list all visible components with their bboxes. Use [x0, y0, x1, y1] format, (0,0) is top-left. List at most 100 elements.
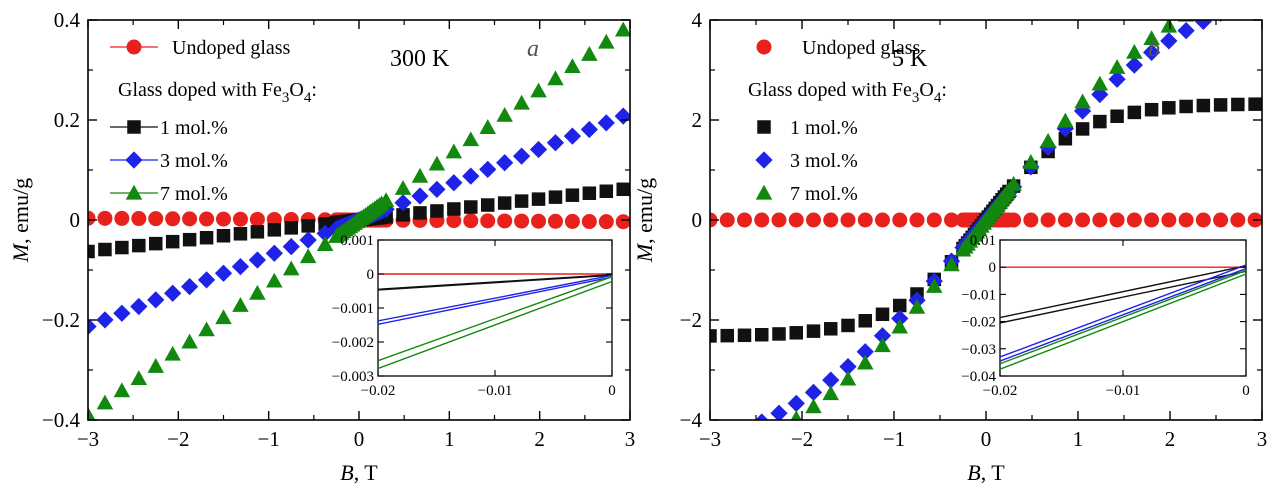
data-point — [165, 234, 180, 249]
data-point — [249, 284, 266, 300]
data-point — [719, 428, 736, 445]
x-tick-label: 2 — [534, 427, 545, 451]
data-point — [445, 174, 463, 192]
data-point — [1110, 109, 1124, 123]
data-point — [233, 227, 248, 241]
legend-header-text: O — [919, 79, 933, 101]
legend-doped-header: Glass doped with Fe3O4: — [118, 79, 317, 106]
data-point — [215, 309, 232, 325]
data-point — [1039, 132, 1057, 148]
data-point — [770, 404, 788, 420]
inset-y-tick-label: −0.003 — [332, 369, 374, 385]
x-tick-label: 1 — [1073, 427, 1084, 451]
y-tick-label: 0 — [692, 208, 703, 232]
chart-panel-b: −3 −2 −1 0 1 2 3 −4 −2 0 2 4 B, T M, emu/g 5 K b Undoped… — [632, 0, 1267, 485]
data-point — [874, 337, 891, 353]
data-point — [147, 358, 164, 373]
data-point — [581, 46, 598, 61]
data-point — [736, 421, 753, 438]
inset-y-tick-label: −0.02 — [961, 315, 996, 331]
data-point — [1144, 102, 1159, 117]
data-point — [411, 167, 429, 183]
inset-y-tick-label: 0.001 — [340, 233, 374, 249]
panel-letter: a — [527, 36, 539, 62]
data-layer — [88, 21, 630, 420]
data-point — [839, 357, 857, 376]
data-point — [891, 318, 908, 334]
data-point — [771, 212, 787, 228]
y-axis-var: M — [8, 242, 33, 263]
y-tick-label: −0.2 — [42, 308, 80, 332]
data-point — [265, 244, 283, 262]
series-7-mol- — [88, 21, 630, 420]
data-point — [113, 304, 131, 322]
data-point — [944, 212, 959, 228]
x-tick-label: 0 — [981, 427, 992, 451]
data-point — [789, 326, 803, 340]
x-tick-label: 1 — [444, 427, 455, 451]
legend-label: 3 mol.% — [790, 150, 858, 172]
data-point — [165, 211, 181, 227]
legend-subscript: 3 — [912, 90, 920, 106]
data-point — [1143, 30, 1160, 46]
data-point — [114, 210, 130, 226]
inset-x-tick-label: −0.02 — [361, 383, 396, 399]
legend-label: 1 mol.% — [790, 117, 858, 139]
data-point — [1144, 212, 1160, 228]
inset-line — [377, 276, 613, 362]
data-point — [198, 321, 215, 337]
data-point — [88, 244, 95, 259]
data-point — [480, 213, 496, 229]
data-point — [282, 238, 300, 256]
legend-label: Undoped glass — [172, 37, 291, 59]
data-point — [823, 212, 839, 228]
data-point — [702, 452, 719, 467]
data-point — [1091, 75, 1109, 91]
data-point — [216, 211, 231, 227]
inset-y-tick-label: 0.01 — [970, 233, 996, 249]
legend-marker — [757, 120, 771, 134]
legend: Undoped glass Glass doped with Fe3O4: 1 mo… — [748, 37, 947, 205]
inset-y-tick-label: −0.03 — [961, 342, 996, 358]
data-point — [563, 127, 582, 145]
legend-subscript: 3 — [282, 90, 290, 106]
data-point — [130, 297, 148, 316]
data-point — [299, 231, 317, 249]
data-point — [598, 33, 615, 49]
chart-panel-a: −3 −2 −1 0 1 2 3−0.4−0.200.20.4B, TM, emu/g300… — [8, 8, 635, 485]
data-point — [754, 430, 771, 445]
legend-label: Undoped glass — [802, 37, 921, 59]
data-point — [790, 410, 802, 420]
data-point — [445, 143, 463, 159]
data-point — [530, 82, 547, 98]
data-point — [1161, 212, 1177, 228]
x-tick-label: −3 — [699, 427, 721, 451]
data-point — [1023, 212, 1039, 228]
data-point — [839, 370, 857, 386]
data-point — [582, 186, 597, 200]
data-layer — [702, 0, 1262, 467]
data-point — [614, 21, 630, 37]
data-point — [1005, 175, 1022, 191]
data-point — [232, 211, 248, 227]
data-point — [598, 214, 614, 230]
y-tick-label: −2 — [680, 308, 702, 332]
data-point — [531, 213, 547, 229]
data-point — [1196, 98, 1211, 113]
data-point — [496, 106, 513, 122]
data-point — [1229, 0, 1246, 15]
data-point — [891, 309, 909, 328]
temperature-label: 300 K — [390, 46, 450, 72]
data-point — [1074, 93, 1091, 109]
data-point — [199, 211, 215, 227]
data-point — [413, 206, 427, 220]
legend-header-text: Glass doped with Fe — [118, 79, 282, 101]
y-tick-label: 0 — [70, 208, 81, 232]
data-point — [396, 208, 410, 222]
data-point — [231, 257, 250, 276]
x-tick-label: −1 — [257, 427, 279, 451]
data-point — [1177, 21, 1195, 40]
data-point — [428, 180, 446, 199]
data-point — [411, 187, 429, 205]
data-point — [857, 354, 874, 370]
